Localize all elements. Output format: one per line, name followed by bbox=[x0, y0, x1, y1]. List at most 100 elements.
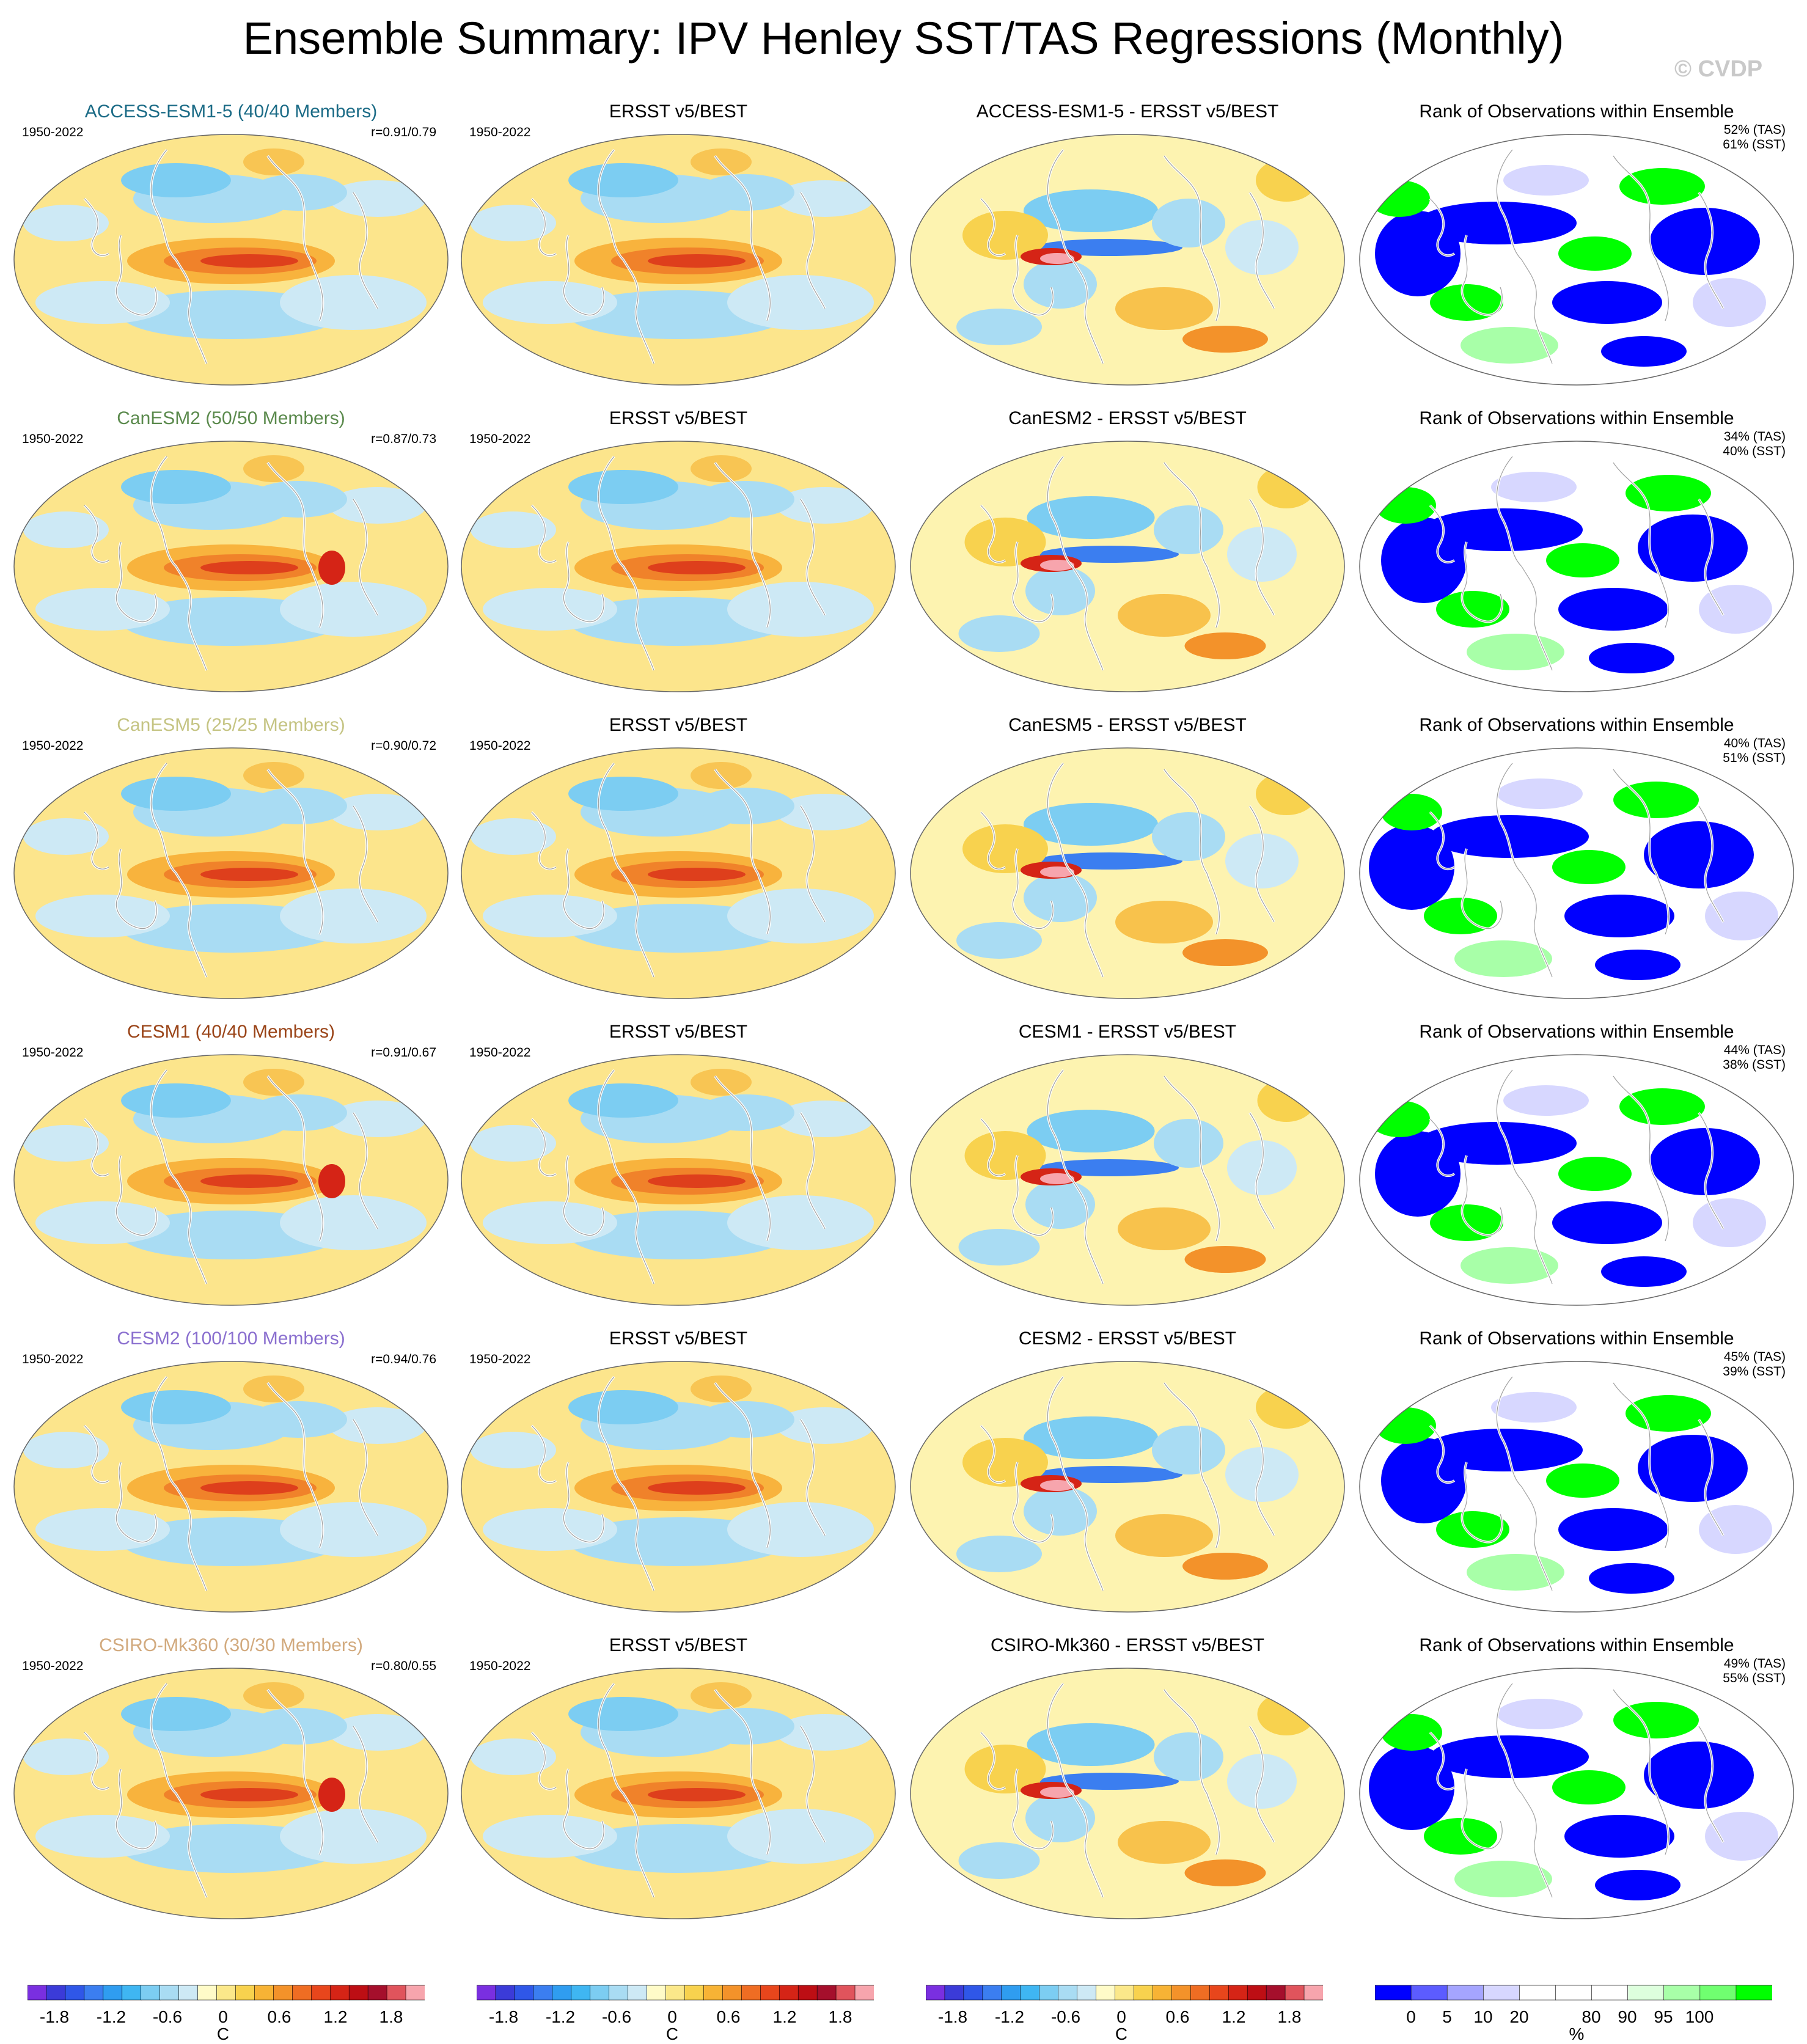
panel-diff-2: CanESM5 - ERSST v5/BEST bbox=[907, 714, 1347, 1014]
colorbar-swatch bbox=[533, 1985, 553, 2001]
panel-obs-1: ERSST v5/BEST 1950-2022 bbox=[458, 408, 898, 707]
colorbar-swatch bbox=[1001, 1985, 1021, 2001]
period-label: 1950-2022 bbox=[469, 125, 531, 139]
colorbar-swatch bbox=[329, 1985, 350, 2001]
colorbar-swatch bbox=[197, 1985, 218, 2001]
colorbar-swatch bbox=[292, 1985, 312, 2001]
tas-percent-label: 40% (TAS) bbox=[1723, 736, 1786, 750]
panel-diff-0: ACCESS-ESM1-5 - ERSST v5/BEST bbox=[907, 101, 1347, 400]
colorbar-swatch bbox=[684, 1985, 705, 2001]
difference-map bbox=[910, 134, 1345, 386]
colorbar-swatch bbox=[1115, 1985, 1135, 2001]
colorbar-tick-label: 80 bbox=[1582, 2007, 1601, 2026]
colorbar-swatch bbox=[1096, 1985, 1116, 2001]
rank-map bbox=[1359, 747, 1794, 999]
colorbar-tick-label: 95 bbox=[1654, 2007, 1673, 2026]
panel-model-0: ACCESS-ESM1-5 (40/40 Members) 1950-2022 r=… bbox=[11, 101, 451, 400]
model-title: CanESM2 (50/50 Members) bbox=[117, 408, 345, 428]
model-regression-map bbox=[13, 441, 449, 692]
panel-rank-4: Rank of Observations within Ensemble 45% … bbox=[1357, 1328, 1797, 1627]
model-title: CESM1 (40/40 Members) bbox=[126, 1022, 335, 1042]
correlation-label: r=0.91/0.79 bbox=[371, 125, 436, 139]
colorbar-swatch bbox=[495, 1985, 515, 2001]
colorbar-swatch bbox=[310, 1985, 331, 2001]
rank-map bbox=[1359, 1361, 1794, 1613]
period-label: 1950-2022 bbox=[22, 125, 84, 139]
colorbar-swatch bbox=[1247, 1985, 1267, 2001]
colorbar-swatch bbox=[1020, 1985, 1040, 2001]
rank-title: Rank of Observations within Ensemble bbox=[1419, 408, 1734, 428]
colorbar-swatch bbox=[925, 1985, 945, 2001]
colorbar-tick-label: 20 bbox=[1509, 2007, 1529, 2026]
panel-model-1: CanESM2 (50/50 Members) 1950-2022 r=0.87/0… bbox=[11, 408, 451, 707]
panel-model-2: CanESM5 (25/25 Members) 1950-2022 r=0.90/0… bbox=[11, 714, 451, 1014]
panel-diff-1: CanESM2 - ERSST v5/BEST bbox=[907, 408, 1347, 707]
rank-map bbox=[1359, 1054, 1794, 1306]
model-regression-map bbox=[13, 1361, 449, 1613]
model-regression-map bbox=[13, 134, 449, 386]
panel-obs-4: ERSST v5/BEST 1950-2022 bbox=[458, 1328, 898, 1627]
obs-regression-map bbox=[461, 747, 896, 999]
colorbar-tick-label: 5 bbox=[1442, 2007, 1452, 2026]
model-regression-map bbox=[13, 1054, 449, 1306]
colorbar-swatch bbox=[476, 1985, 496, 2001]
tas-percent-label: 49% (TAS) bbox=[1723, 1657, 1786, 1671]
difference-map bbox=[910, 441, 1345, 692]
difference-map bbox=[910, 1361, 1345, 1613]
colorbar-swatch bbox=[944, 1985, 964, 2001]
panel-obs-3: ERSST v5/BEST 1950-2022 bbox=[458, 1021, 898, 1321]
colorbar-tick-label: 0.6 bbox=[716, 2007, 741, 2026]
colorbar-diff: -1.8 -1.2 -0.6 0 0.6 1.2 1.8 C bbox=[925, 1983, 1324, 2043]
colorbar-swatch bbox=[1663, 1985, 1701, 2001]
colorbar-swatch bbox=[1303, 1985, 1324, 2001]
panel-diff-5: CSIRO-Mk360 - ERSST v5/BEST bbox=[907, 1635, 1347, 1934]
colorbar-swatch bbox=[348, 1985, 368, 2001]
watermark: © CVDP bbox=[1674, 56, 1763, 82]
colorbar-tick-label: -1.8 bbox=[937, 2007, 968, 2026]
model-title: CESM2 (100/100 Members) bbox=[117, 1328, 345, 1349]
colorbar-tick-label: 0 bbox=[1116, 2007, 1126, 2026]
colorbar-unit: C bbox=[665, 2024, 679, 2043]
colorbar-rank: 0 5 10 20 80 90 95 100% bbox=[1374, 1983, 1773, 2043]
colorbar-tick-label: 1.2 bbox=[323, 2007, 348, 2026]
colorbar-swatch bbox=[982, 1985, 1002, 2001]
colorbar-swatch bbox=[27, 1985, 47, 2001]
period-label: 1950-2022 bbox=[469, 739, 531, 753]
obs-regression-map bbox=[461, 1054, 896, 1306]
panel-obs-2: ERSST v5/BEST 1950-2022 bbox=[458, 714, 898, 1014]
obs-title: ERSST v5/BEST bbox=[609, 408, 748, 428]
tas-percent-label: 52% (TAS) bbox=[1723, 123, 1786, 137]
sst-percent-label: 38% (SST) bbox=[1723, 1058, 1786, 1072]
panel-obs-0: ERSST v5/BEST 1950-2022 bbox=[458, 101, 898, 400]
colorbar-swatch bbox=[122, 1985, 142, 2001]
diff-title: CESM1 - ERSST v5/BEST bbox=[1018, 1022, 1237, 1042]
colorbar-unit: C bbox=[216, 2024, 230, 2043]
panel-diff-3: CESM1 - ERSST v5/BEST bbox=[907, 1021, 1347, 1321]
colorbar-swatch bbox=[84, 1985, 104, 2001]
diff-title: CanESM2 - ERSST v5/BEST bbox=[1008, 408, 1247, 428]
diff-title: ACCESS-ESM1-5 - ERSST v5/BEST bbox=[976, 101, 1279, 122]
obs-regression-map bbox=[461, 441, 896, 692]
colorbar-swatch bbox=[1627, 1985, 1665, 2001]
colorbar-tick-label: -0.6 bbox=[601, 2007, 632, 2026]
colorbar-swatch bbox=[590, 1985, 610, 2001]
rank-title: Rank of Observations within Ensemble bbox=[1419, 715, 1734, 735]
colorbar-swatch bbox=[665, 1985, 686, 2001]
colorbar-swatch bbox=[1153, 1985, 1173, 2001]
colorbar-swatch bbox=[65, 1985, 85, 2001]
colorbar-swatch bbox=[1519, 1985, 1556, 2001]
colorbar-swatch bbox=[1446, 1985, 1484, 2001]
colorbar-swatch bbox=[571, 1985, 591, 2001]
colorbar-swatch bbox=[1591, 1985, 1629, 2001]
model-title: ACCESS-ESM1-5 (40/40 Members) bbox=[84, 101, 378, 122]
colorbar-swatch bbox=[779, 1985, 799, 2001]
colorbar-swatches bbox=[27, 1985, 425, 2001]
colorbar-swatch bbox=[514, 1985, 534, 2001]
difference-map bbox=[910, 1054, 1345, 1306]
period-label: 1950-2022 bbox=[469, 1352, 531, 1366]
colorbar-tick-label: 0 bbox=[667, 2007, 677, 2026]
model-regression-map bbox=[13, 1668, 449, 1919]
colorbar-swatch bbox=[1736, 1985, 1773, 2001]
rank-title: Rank of Observations within Ensemble bbox=[1419, 1635, 1734, 1655]
correlation-label: r=0.91/0.67 bbox=[371, 1046, 436, 1060]
